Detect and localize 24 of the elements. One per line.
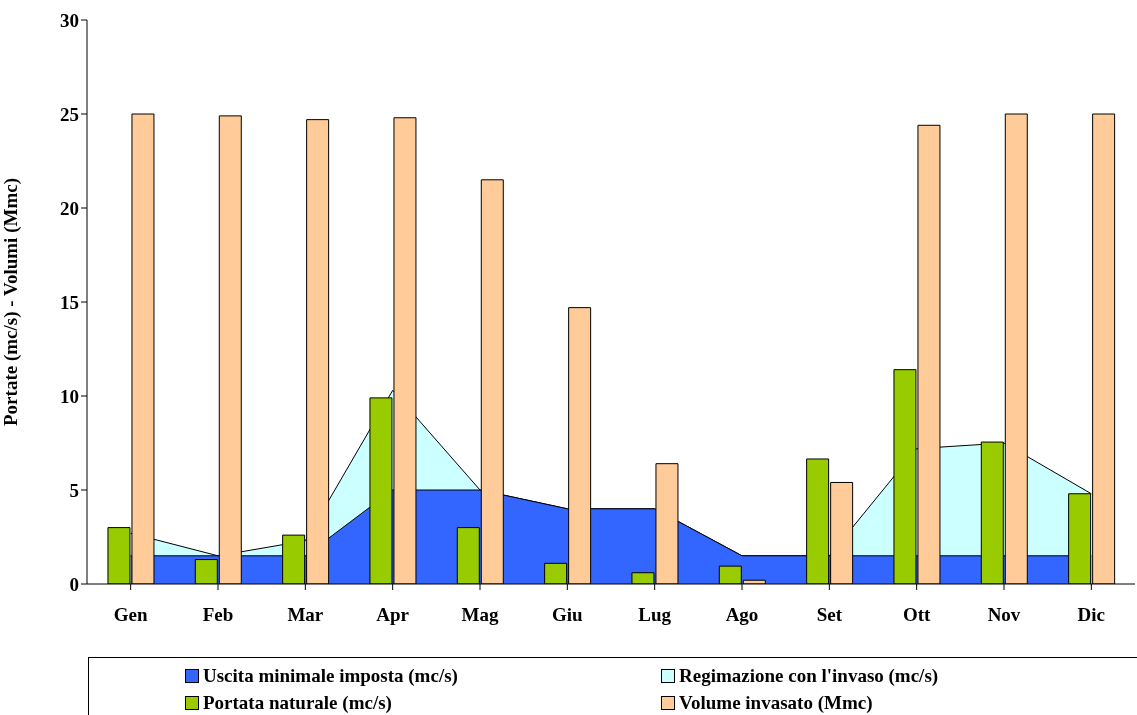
legend-label: Uscita minimale imposta (mc/s) [203,665,458,688]
legend-label: Volume invasato (Mmc) [679,691,873,714]
y-tick-label: 10 [60,385,79,407]
y-tick-label: 5 [69,479,79,501]
x-tick-label: Gen [113,604,148,626]
x-tick-label: Nov [987,604,1021,626]
y-tick-label: 25 [60,103,79,125]
x-tick-label: Ago [725,604,759,626]
x-tick-label: Mag [461,604,499,626]
x-tick-label: Ott [902,604,932,626]
x-tick-label: Mar [287,604,324,626]
x-tick-label: Feb [202,604,234,626]
y-tick-label: 20 [60,197,79,219]
y-tick-label: 15 [60,291,79,313]
y-tick-label: 30 [60,9,79,31]
x-tick-label: Apr [376,604,410,626]
y-axis-title: Portate (mc/s) - Volumi (Mmc) [0,178,22,426]
x-tick-label: Giu [552,604,584,626]
x-tick-label: Set [816,604,843,626]
y-tick-label: 0 [69,573,79,595]
x-tick-label: Dic [1077,604,1106,626]
legend-label: Portata naturale (mc/s) [203,691,392,714]
legend-label: Regimazione con l'invaso (mc/s) [679,665,939,688]
x-tick-label: Lug [638,604,672,626]
